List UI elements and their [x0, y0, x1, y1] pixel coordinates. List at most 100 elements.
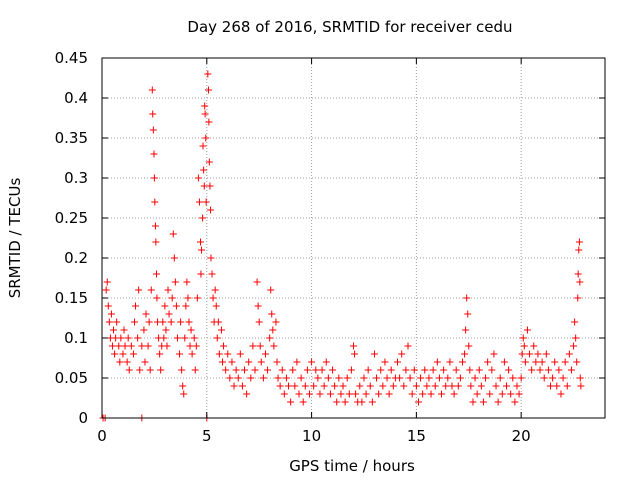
data-point — [211, 286, 219, 294]
data-point — [456, 374, 464, 382]
data-point — [198, 246, 206, 254]
data-point — [151, 222, 159, 230]
data-point — [215, 350, 223, 358]
data-point — [335, 374, 343, 382]
data-point — [385, 390, 393, 398]
data-point — [293, 358, 301, 366]
data-point — [269, 326, 277, 334]
data-point — [421, 366, 429, 374]
data-point — [201, 102, 209, 110]
data-point — [379, 382, 387, 390]
data-point — [181, 334, 189, 342]
data-point — [205, 118, 213, 126]
data-point — [454, 382, 462, 390]
data-point — [160, 334, 168, 342]
data-point — [469, 398, 477, 406]
data-point — [156, 350, 164, 358]
data-point — [417, 374, 425, 382]
data-point — [345, 390, 353, 398]
data-point — [322, 358, 330, 366]
data-point — [171, 278, 179, 286]
data-point — [553, 382, 561, 390]
data-point — [111, 350, 119, 358]
data-point — [266, 334, 274, 342]
data-point — [429, 366, 437, 374]
data-point — [425, 374, 433, 382]
data-point — [113, 318, 121, 326]
data-point — [567, 366, 575, 374]
data-point — [511, 398, 519, 406]
data-point — [170, 254, 178, 262]
data-points — [99, 70, 585, 422]
data-point — [464, 310, 472, 318]
data-point — [185, 318, 193, 326]
y-tick-label: 0.05 — [55, 369, 88, 387]
data-point — [238, 382, 246, 390]
data-point — [438, 390, 446, 398]
data-point — [153, 294, 161, 302]
data-point — [408, 390, 416, 398]
data-point — [199, 142, 207, 150]
data-point — [360, 374, 368, 382]
data-point — [172, 302, 180, 310]
data-point — [542, 350, 550, 358]
data-point — [168, 294, 176, 302]
data-point — [400, 382, 408, 390]
data-point — [444, 374, 452, 382]
data-point — [461, 350, 469, 358]
axis-ticks: 0 5 10 15 20 0 0.05 0.1 0.15 0.2 0.25 0.3 0.35 0.4 0.4… — [55, 49, 605, 445]
data-point — [530, 342, 538, 350]
data-point — [502, 382, 510, 390]
data-point — [308, 358, 316, 366]
y-tick-label: 0.4 — [64, 89, 88, 107]
data-point — [316, 390, 324, 398]
data-point — [520, 342, 528, 350]
data-point — [116, 358, 124, 366]
data-point — [488, 366, 496, 374]
data-point — [209, 294, 217, 302]
data-point — [178, 366, 186, 374]
data-point — [180, 390, 188, 398]
data-point — [423, 382, 431, 390]
y-tick-label: 0.25 — [55, 209, 88, 227]
data-point — [573, 358, 581, 366]
y-axis-label: SRMTID / TECUs — [6, 178, 24, 299]
data-point — [125, 366, 133, 374]
grid — [102, 58, 605, 418]
data-point — [383, 374, 391, 382]
data-point — [507, 390, 515, 398]
data-point — [204, 86, 212, 94]
data-point — [129, 350, 137, 358]
data-point — [519, 334, 527, 342]
data-point — [117, 334, 125, 342]
data-point — [312, 366, 320, 374]
data-point — [419, 390, 427, 398]
data-point — [490, 350, 498, 358]
data-point — [544, 366, 552, 374]
chart-title: Day 268 of 2016, SRMTID for receiver ced… — [187, 18, 512, 36]
data-point — [208, 270, 216, 278]
data-point — [282, 374, 290, 382]
data-point — [200, 166, 208, 174]
data-point — [513, 382, 521, 390]
data-point — [236, 350, 244, 358]
data-point — [463, 294, 471, 302]
data-point — [333, 398, 341, 406]
data-point — [532, 358, 540, 366]
data-point — [523, 326, 531, 334]
data-point — [163, 342, 171, 350]
data-point — [105, 318, 113, 326]
data-point — [183, 278, 191, 286]
data-point — [220, 342, 228, 350]
data-point — [368, 398, 376, 406]
data-point — [199, 214, 207, 222]
data-point — [272, 318, 280, 326]
data-point — [467, 382, 475, 390]
data-point — [458, 358, 466, 366]
data-point — [197, 270, 205, 278]
data-point — [465, 342, 473, 350]
data-point — [343, 374, 351, 382]
data-point — [142, 310, 150, 318]
data-point — [119, 350, 127, 358]
